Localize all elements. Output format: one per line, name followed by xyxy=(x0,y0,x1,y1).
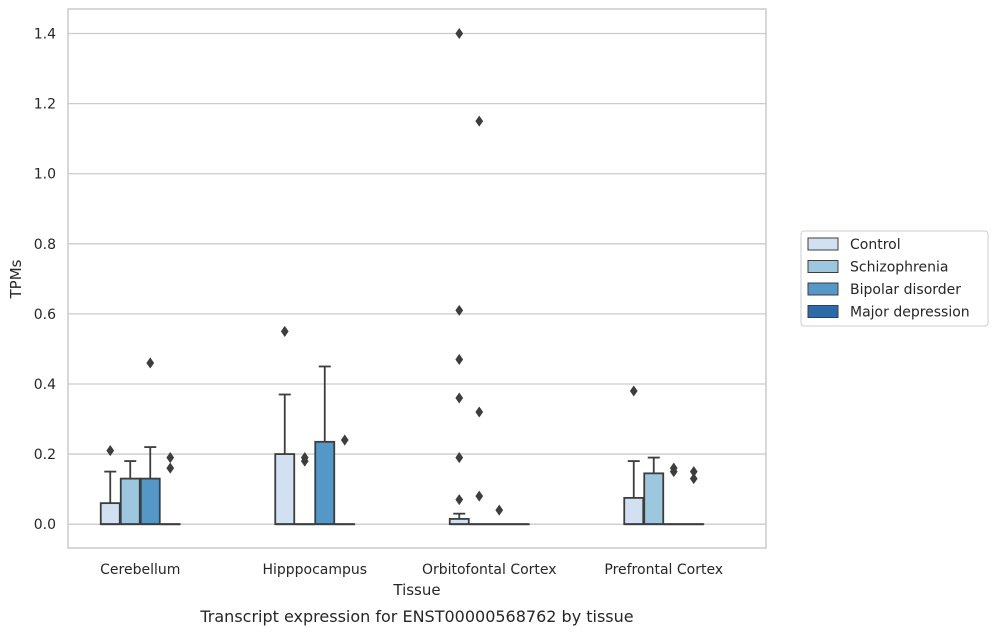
chart-caption: Transcript expression for ENST0000056876… xyxy=(199,607,633,626)
y-tick-label: 1.2 xyxy=(34,97,56,113)
y-axis-title: TPMs xyxy=(7,259,25,299)
box xyxy=(643,472,665,526)
y-tick-label: 0.6 xyxy=(34,307,56,323)
y-tick-labels: 0.0 0.2 0.4 0.6 0.8 1.0 1.2 1.4 xyxy=(34,27,56,534)
x-tick-label: Orbitofontal Cortex xyxy=(422,562,557,578)
box xyxy=(139,477,161,526)
y-tick-label: 1.0 xyxy=(34,167,56,183)
legend-swatch xyxy=(807,282,839,296)
outlier-point xyxy=(495,504,504,516)
box xyxy=(99,502,121,526)
outlier-point xyxy=(106,445,115,457)
legend-swatch xyxy=(807,260,839,273)
box-group xyxy=(314,365,336,526)
x-axis-title: Tissue xyxy=(392,581,440,599)
outlier-point xyxy=(455,494,464,506)
outlier-point xyxy=(455,353,464,365)
y-tick-label: 0.0 xyxy=(34,517,56,533)
plot-frame xyxy=(67,8,767,549)
legend-label: Schizophrenia xyxy=(850,260,948,276)
x-tick-label: Cerebellum xyxy=(100,562,180,578)
box-group xyxy=(274,393,296,526)
x-tick-label: Prefrontal Cortex xyxy=(604,562,723,578)
box xyxy=(314,440,336,526)
box xyxy=(623,496,645,526)
legend-swatch xyxy=(807,237,839,251)
legend: Control Schizophrenia Bipolar disorder Majo… xyxy=(800,230,989,327)
box-layer xyxy=(99,365,705,526)
outlier-point xyxy=(475,406,484,418)
outlier-point xyxy=(166,452,175,464)
legend-swatch xyxy=(807,305,839,318)
outlier-point xyxy=(300,452,309,464)
box xyxy=(274,453,296,526)
outlier-point xyxy=(280,325,289,337)
outlier-point xyxy=(669,462,678,474)
legend-frame xyxy=(800,230,989,327)
x-tick-labels: Cerebellum Hipppocampus Orbitofontal Corte… xyxy=(100,562,723,578)
y-tick-label: 0.2 xyxy=(34,447,56,463)
box-group xyxy=(448,512,470,526)
y-tick-label: 0.4 xyxy=(34,377,56,393)
legend-label: Bipolar disorder xyxy=(850,282,961,298)
outlier-point xyxy=(629,385,638,397)
legend-label: Control xyxy=(850,237,901,253)
outlier-point xyxy=(455,304,464,316)
box xyxy=(119,477,141,526)
outlier-point xyxy=(475,115,484,127)
box-group xyxy=(623,460,645,526)
box-group xyxy=(99,470,121,526)
y-tick-label: 1.4 xyxy=(34,27,56,43)
box-group xyxy=(643,456,665,526)
outlier-point xyxy=(475,490,484,502)
outlier-point xyxy=(455,28,464,40)
legend-entries: Control Schizophrenia Bipolar disorder Majo… xyxy=(807,237,970,321)
outlier-point xyxy=(146,357,155,369)
grid-layer xyxy=(68,32,766,525)
outlier-point xyxy=(455,452,464,464)
x-tick-label: Hipppocampus xyxy=(262,562,367,578)
box-group xyxy=(119,460,141,526)
y-tick-label: 0.8 xyxy=(34,237,56,253)
outlier-point xyxy=(166,462,175,474)
outlier-point xyxy=(689,473,698,485)
outlier-point xyxy=(455,392,464,404)
flier-layer xyxy=(106,28,698,516)
legend-label: Major depression xyxy=(850,305,970,321)
box-group xyxy=(139,446,161,526)
outlier-point xyxy=(689,466,698,478)
outlier-point xyxy=(340,434,349,446)
